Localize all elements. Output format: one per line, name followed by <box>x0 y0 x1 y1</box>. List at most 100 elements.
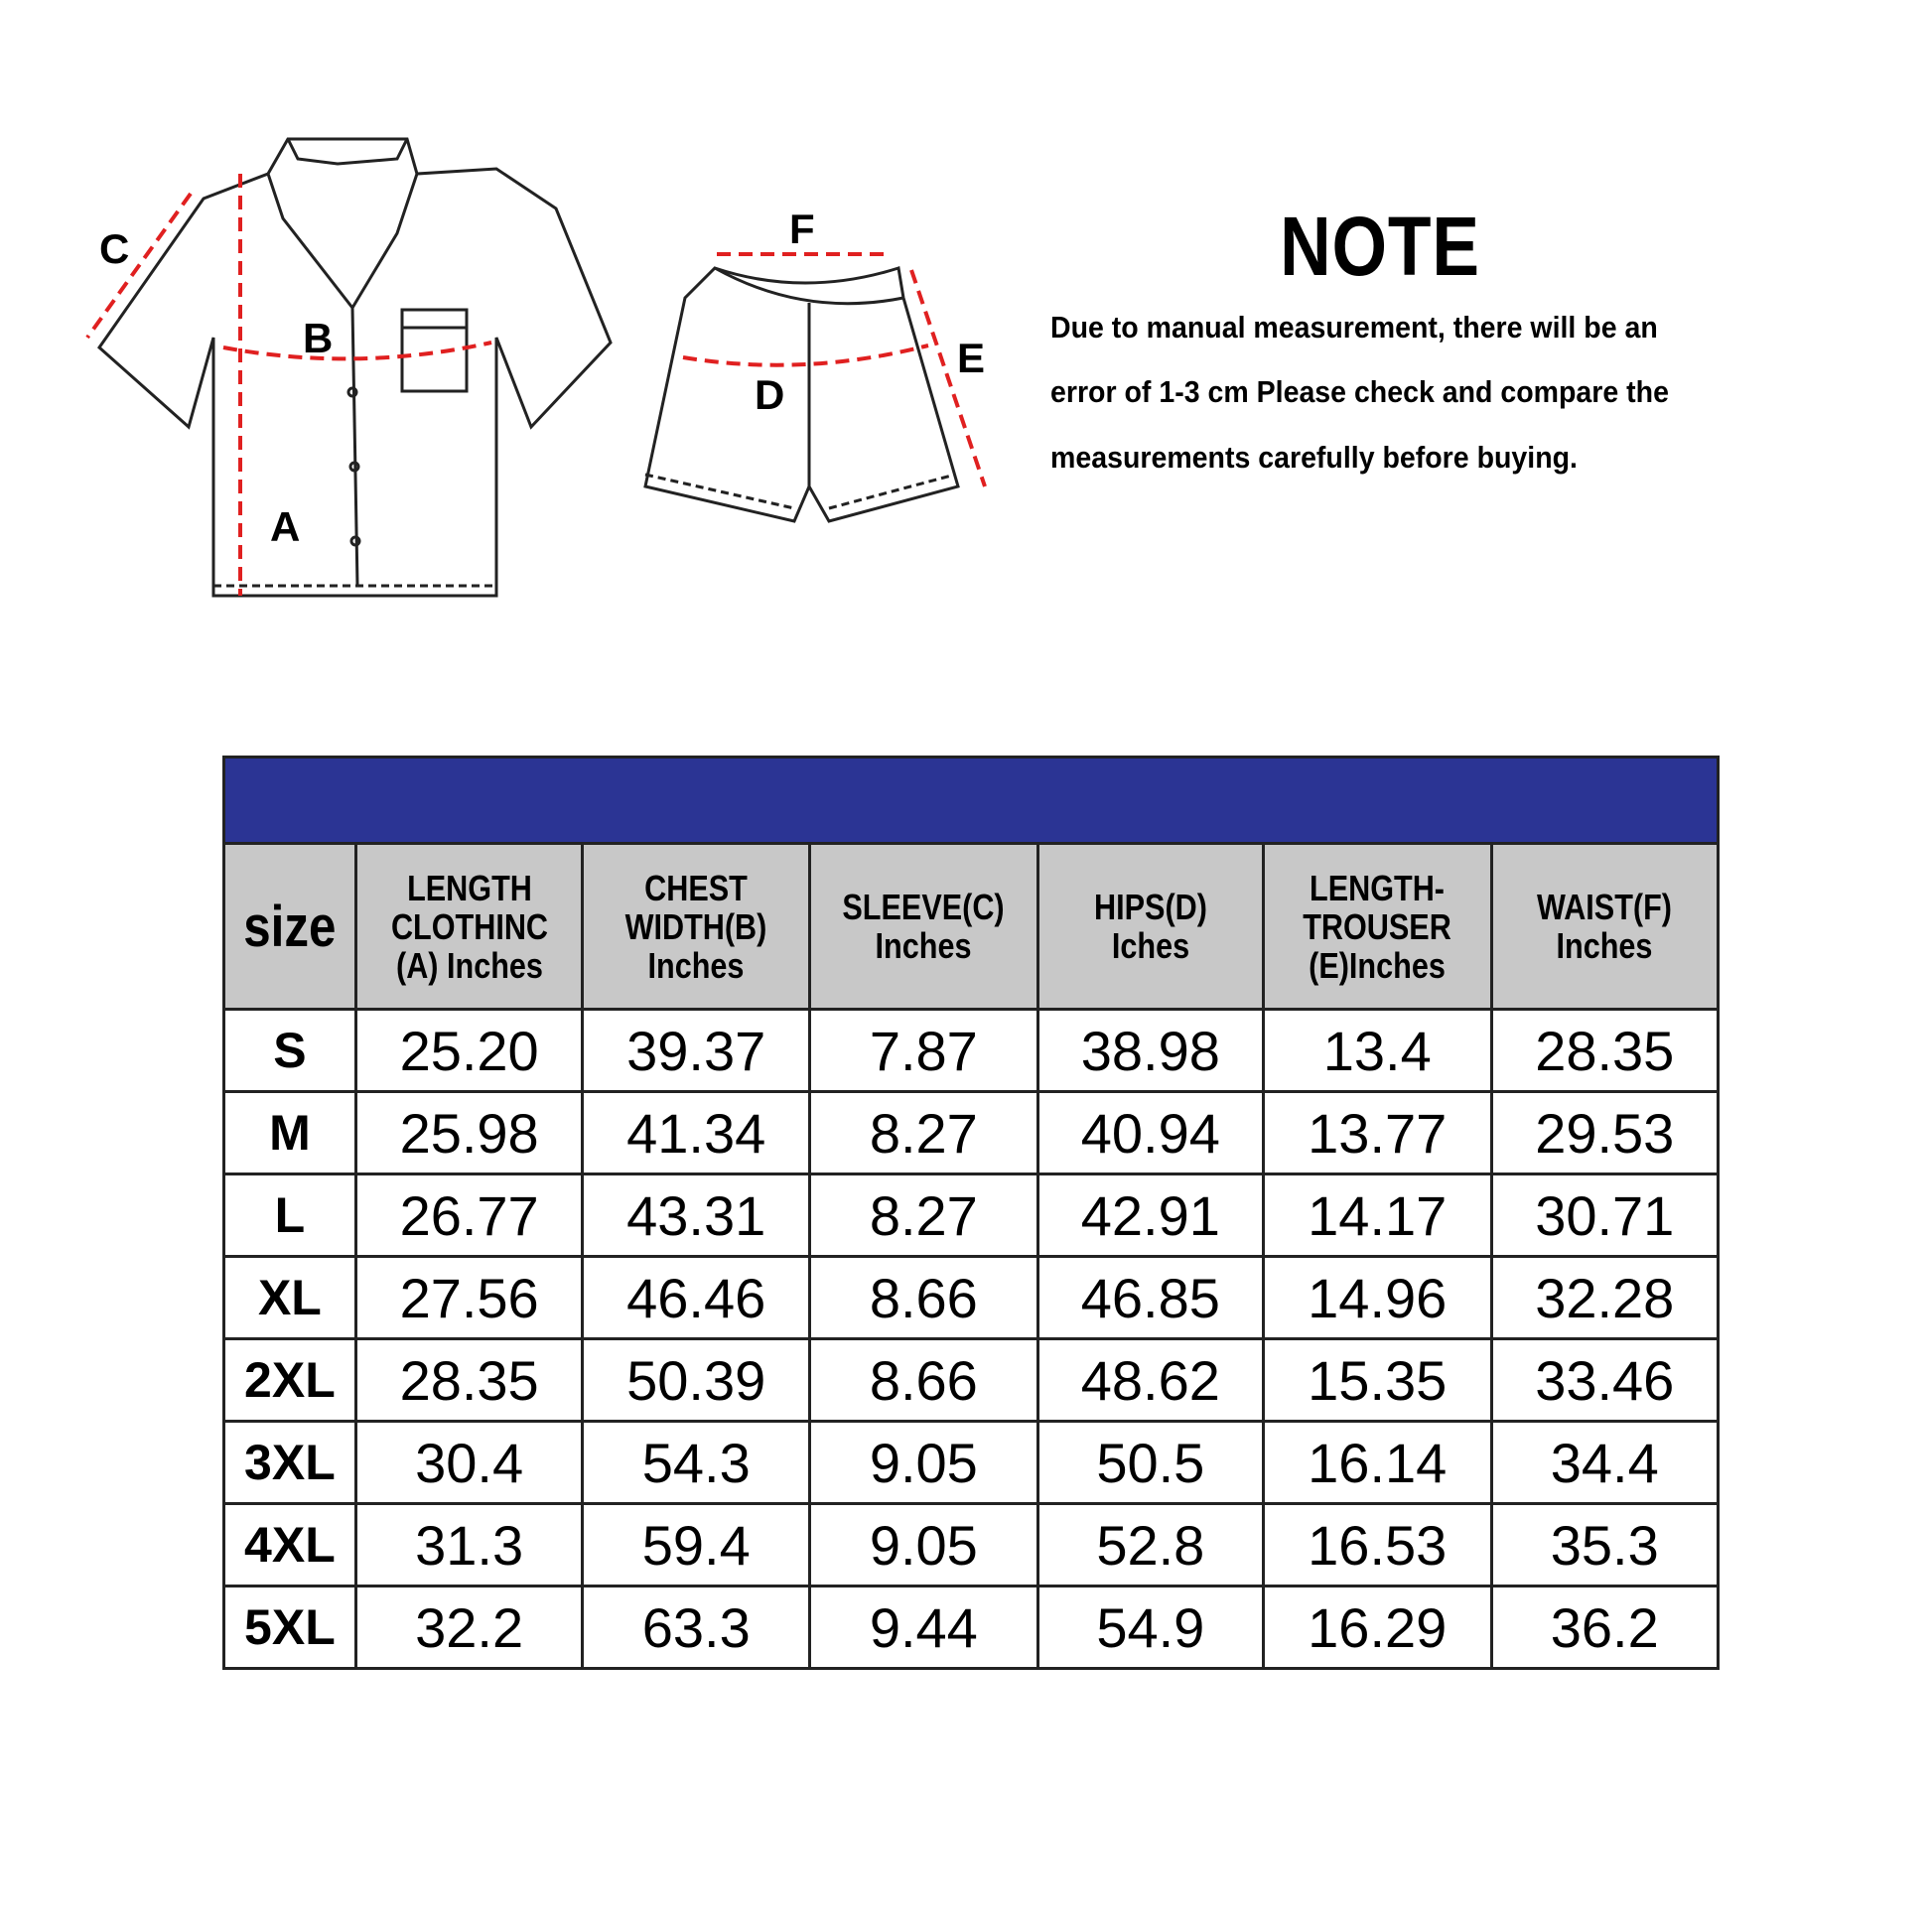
table-row: 3XL 30.4 54.3 9.05 50.5 16.14 34.4 <box>222 1420 1721 1505</box>
column-header-line: CHEST <box>644 867 749 908</box>
value-cell: 9.44 <box>807 1585 1039 1670</box>
size-cell: 2XL <box>222 1337 357 1423</box>
size-cell: 3XL <box>222 1420 357 1505</box>
label-e: E <box>957 335 985 381</box>
column-header-line: HIPS(D) <box>1093 887 1207 927</box>
column-header-line: LENGTH <box>406 867 532 908</box>
value-cell: 29.53 <box>1489 1090 1721 1175</box>
column-header: size <box>222 842 357 1011</box>
note-line: error of 1-3 cm Please check and compare… <box>1050 374 1669 409</box>
value-cell: 38.98 <box>1035 1008 1265 1093</box>
value-cell: 46.85 <box>1035 1255 1265 1340</box>
column-header-line: (A) Inches <box>395 944 543 986</box>
value-cell: 26.77 <box>353 1173 585 1258</box>
column-header-line: LENGTH- <box>1310 867 1446 908</box>
value-cell: 16.53 <box>1261 1502 1493 1587</box>
column-header-line: Inches <box>875 925 972 966</box>
value-cell: 8.66 <box>807 1337 1039 1423</box>
table-row: S 25.20 39.37 7.87 38.98 13.4 28.35 <box>222 1008 1721 1093</box>
column-header-line: SLEEVE(C) <box>842 887 1005 927</box>
value-cell: 9.05 <box>807 1502 1039 1587</box>
value-cell: 16.29 <box>1261 1585 1493 1670</box>
value-cell: 59.4 <box>581 1502 811 1587</box>
label-d: D <box>755 371 784 418</box>
value-cell: 14.17 <box>1261 1173 1493 1258</box>
note-line: measurements carefully before buying. <box>1050 440 1578 475</box>
shorts-measure-lines <box>682 252 987 487</box>
label-b: B <box>303 315 333 361</box>
value-cell: 25.20 <box>353 1008 585 1093</box>
column-header-line: Iches <box>1111 925 1189 966</box>
shirt-drawing <box>97 137 613 598</box>
column-header: SLEEVE(C) Inches <box>807 842 1039 1011</box>
value-cell: 46.46 <box>581 1255 811 1340</box>
table-title-band <box>222 756 1720 845</box>
size-cell: 4XL <box>222 1502 357 1587</box>
value-cell: 14.96 <box>1261 1255 1493 1340</box>
label-a: A <box>270 503 300 550</box>
value-cell: 25.98 <box>353 1090 585 1175</box>
value-cell: 27.56 <box>353 1255 585 1340</box>
column-header-line: TROUSER <box>1303 905 1452 947</box>
value-cell: 15.35 <box>1261 1337 1493 1423</box>
value-cell: 30.4 <box>353 1420 585 1505</box>
column-header-line: (E)Inches <box>1309 944 1447 986</box>
value-cell: 50.5 <box>1035 1420 1265 1505</box>
value-cell: 54.9 <box>1035 1585 1265 1670</box>
value-cell: 34.4 <box>1489 1420 1721 1505</box>
value-cell: 31.3 <box>353 1502 585 1587</box>
label-f: F <box>789 206 815 252</box>
table-row: L 26.77 43.31 8.27 42.91 14.17 30.71 <box>222 1173 1721 1258</box>
value-cell: 36.2 <box>1489 1585 1721 1670</box>
value-cell: 16.14 <box>1261 1420 1493 1505</box>
size-cell: M <box>222 1090 357 1175</box>
column-header-line: Inches <box>1556 925 1653 966</box>
size-chart-table: size LENGTH CLOTHINC (A) Inches CHEST WIDTH(B… <box>222 756 1721 1670</box>
shirt-measure-lines <box>85 174 492 596</box>
value-cell: 8.27 <box>807 1090 1039 1175</box>
column-header-line: size <box>243 894 337 959</box>
column-header-line: WAIST(F) <box>1537 887 1673 927</box>
value-cell: 32.2 <box>353 1585 585 1670</box>
value-cell: 28.35 <box>1489 1008 1721 1093</box>
header-row: size LENGTH CLOTHINC (A) Inches CHEST WIDTH(B… <box>222 842 1721 1011</box>
value-cell: 9.05 <box>807 1420 1039 1505</box>
column-header: LENGTH CLOTHINC (A) Inches <box>353 842 585 1011</box>
value-cell: 28.35 <box>353 1337 585 1423</box>
size-cell: S <box>222 1008 357 1093</box>
table-row: 5XL 32.2 63.3 9.44 54.9 16.29 36.2 <box>222 1585 1721 1670</box>
value-cell: 13.77 <box>1261 1090 1493 1175</box>
column-header: LENGTH- TROUSER (E)Inches <box>1261 842 1493 1011</box>
value-cell: 8.27 <box>807 1173 1039 1258</box>
value-cell: 48.62 <box>1035 1337 1265 1423</box>
note-line: Due to manual measurement, there will be… <box>1050 310 1658 345</box>
value-cell: 63.3 <box>581 1585 811 1670</box>
shorts-drawing <box>643 266 960 523</box>
note-title: NOTE <box>1280 200 1480 293</box>
value-cell: 41.34 <box>581 1090 811 1175</box>
column-header: WAIST(F) Inches <box>1489 842 1721 1011</box>
value-cell: 50.39 <box>581 1337 811 1423</box>
table-row: 2XL 28.35 50.39 8.66 48.62 15.35 33.46 <box>222 1337 1721 1423</box>
value-cell: 43.31 <box>581 1173 811 1258</box>
value-cell: 30.71 <box>1489 1173 1721 1258</box>
value-cell: 54.3 <box>581 1420 811 1505</box>
value-cell: 52.8 <box>1035 1502 1265 1587</box>
value-cell: 40.94 <box>1035 1090 1265 1175</box>
value-cell: 35.3 <box>1489 1502 1721 1587</box>
column-header-line: CLOTHINC <box>390 905 548 947</box>
table-row: XL 27.56 46.46 8.66 46.85 14.96 32.28 <box>222 1255 1721 1340</box>
value-cell: 32.28 <box>1489 1255 1721 1340</box>
value-cell: 39.37 <box>581 1008 811 1093</box>
size-cell: XL <box>222 1255 357 1340</box>
value-cell: 33.46 <box>1489 1337 1721 1423</box>
label-c: C <box>99 225 129 272</box>
value-cell: 7.87 <box>807 1008 1039 1093</box>
value-cell: 42.91 <box>1035 1173 1265 1258</box>
table-row: M 25.98 41.34 8.27 40.94 13.77 29.53 <box>222 1090 1721 1175</box>
size-cell: L <box>222 1173 357 1258</box>
column-header: CHEST WIDTH(B) Inches <box>581 842 811 1011</box>
table-row: 4XL 31.3 59.4 9.05 52.8 16.53 35.3 <box>222 1502 1721 1587</box>
value-cell: 13.4 <box>1261 1008 1493 1093</box>
column-header: HIPS(D) Iches <box>1035 842 1265 1011</box>
